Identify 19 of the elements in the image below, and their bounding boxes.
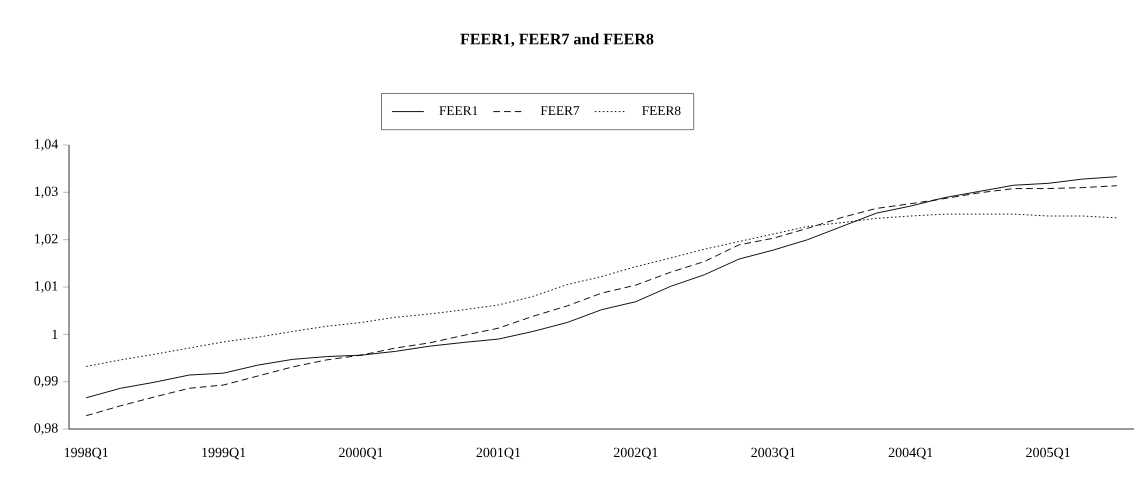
x-tick-label: 2000Q1 (339, 447, 383, 460)
x-tick-label: 2004Q1 (888, 447, 933, 460)
y-tick-label: 0,99 (34, 375, 58, 388)
x-tick-label: 2002Q1 (613, 447, 658, 460)
x-tick-label: 1999Q1 (202, 447, 246, 460)
y-tick-label: 1 (52, 329, 58, 339)
legend-label: FEER1 (439, 106, 478, 115)
y-tick-label: 1,04 (35, 139, 59, 151)
y-tick-label: 0,98 (34, 423, 58, 435)
x-tick-label: 2001Q1 (476, 447, 521, 460)
legend-label: FEER7 (540, 106, 580, 115)
x-tick-label: 2003Q1 (751, 447, 795, 460)
y-tick-label: 1,01 (35, 281, 58, 293)
chart-title: FEER1, FEER7 and FEER8 (460, 33, 654, 47)
legend-label: FEER8 (642, 106, 681, 116)
y-tick-label: 1,02 (35, 233, 58, 246)
x-tick-label: 2005Q1 (1026, 447, 1070, 460)
y-tick-label: 1,03 (35, 186, 58, 199)
x-tick-label: 1998Q1 (64, 447, 108, 460)
